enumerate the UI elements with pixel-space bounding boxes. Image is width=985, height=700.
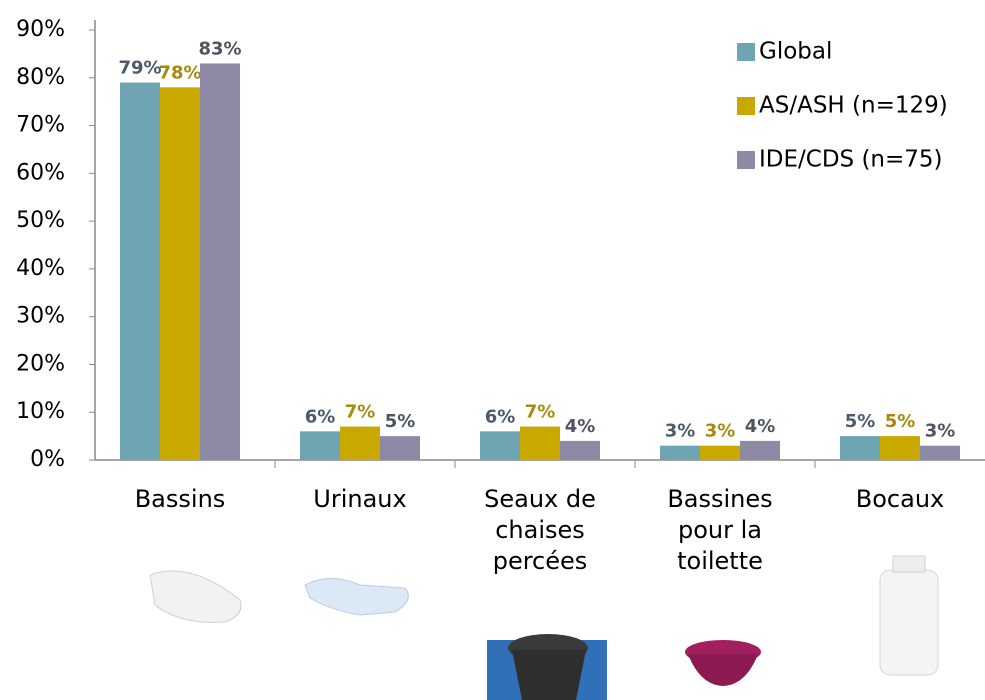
- page: 0% 10% 20% 30% 40% 50% 60% 70% 80% 90% 79%78% 83% 6%…: [0, 0, 985, 700]
- x-tick-label: Bocaux: [825, 484, 975, 515]
- bar: [880, 436, 920, 460]
- value-label: 7%: [345, 402, 376, 423]
- legend-swatch: [737, 151, 755, 169]
- legend-label: AS/ASH (n=129): [759, 93, 948, 119]
- bar: [380, 436, 420, 460]
- x-tick-label: Bassines pour la toilette: [645, 484, 795, 577]
- jar-image: [880, 570, 938, 675]
- urinal-image: [305, 579, 408, 616]
- value-label: 3%: [925, 421, 956, 442]
- legend-swatch: [737, 43, 755, 61]
- y-tick-label: 20%: [16, 351, 65, 376]
- y-tick-label: 40%: [16, 256, 65, 281]
- y-tick-label: 90%: [16, 17, 65, 42]
- value-label: 78%: [158, 62, 201, 83]
- x-tick-label: Seaux de chaises percées: [465, 484, 615, 577]
- value-label: 5%: [885, 411, 916, 432]
- jar-lid: [893, 556, 925, 572]
- value-label: 4%: [565, 416, 596, 437]
- y-tick-label: 50%: [16, 208, 65, 233]
- bar: [120, 83, 160, 460]
- value-label: 83%: [198, 38, 241, 59]
- y-tick-label: 70%: [16, 113, 65, 138]
- value-label: 7%: [525, 402, 556, 423]
- y-tick-label: 60%: [16, 160, 65, 185]
- bar: [560, 441, 600, 460]
- y-tick-label: 80%: [16, 65, 65, 90]
- legend-label: IDE/CDS (n=75): [759, 147, 943, 173]
- value-label: 5%: [385, 411, 416, 432]
- value-label: 5%: [845, 411, 876, 432]
- value-label: 3%: [665, 421, 696, 442]
- y-tick-label: 0%: [30, 447, 65, 472]
- chart: 0% 10% 20% 30% 40% 50% 60% 70% 80% 90% 79%78% 83% 6%…: [0, 0, 985, 700]
- legend-label: Global: [759, 39, 832, 65]
- x-tick-label: Urinaux: [285, 484, 435, 515]
- bar: [200, 63, 240, 460]
- bar: [520, 427, 560, 460]
- y-tick-label: 30%: [16, 304, 65, 329]
- bedpan-image: [150, 571, 241, 622]
- value-label: 6%: [305, 406, 336, 427]
- legend-swatch: [737, 97, 755, 115]
- value-label: 3%: [705, 421, 736, 442]
- bar: [160, 87, 200, 460]
- bar: [480, 431, 520, 460]
- bar: [700, 446, 740, 460]
- bar: [920, 446, 960, 460]
- bar: [340, 427, 380, 460]
- product-images: [150, 556, 938, 700]
- y-tick-label: 10%: [16, 399, 65, 424]
- bar: [740, 441, 780, 460]
- value-label: 6%: [485, 406, 516, 427]
- basin-body: [688, 654, 758, 686]
- commode-body: [512, 650, 586, 700]
- value-label: 79%: [118, 58, 161, 79]
- value-label: 4%: [745, 416, 776, 437]
- bar: [840, 436, 880, 460]
- bar: [300, 431, 340, 460]
- x-tick-label: Bassins: [105, 484, 255, 515]
- bar: [660, 446, 700, 460]
